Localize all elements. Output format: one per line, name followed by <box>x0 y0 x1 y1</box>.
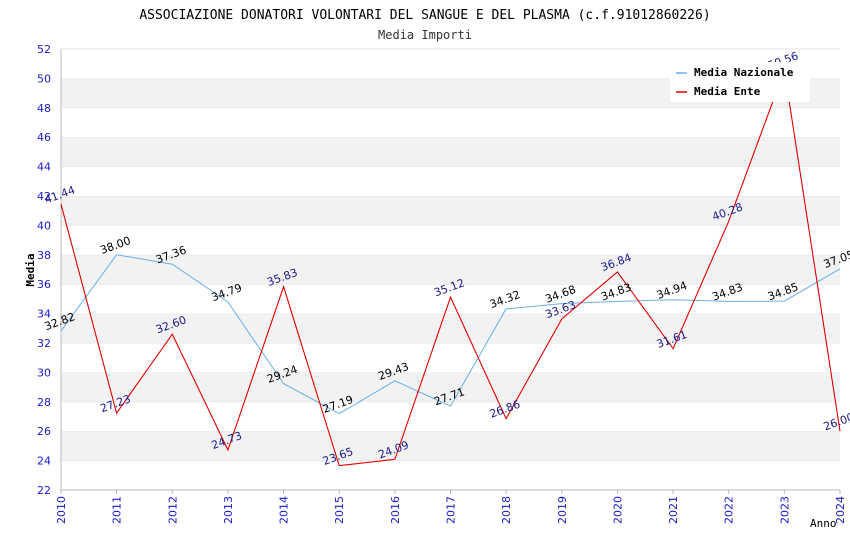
x-tick-label: 2018 <box>500 496 513 524</box>
y-tick-labels: 22 24 26 28 30 32 34 36 38 40 42 44 46 48 50 52 <box>37 43 51 497</box>
grid-band <box>61 254 840 285</box>
legend-label-media-nazionale: Media Nazionale <box>694 66 794 79</box>
y-tick-label: 32 <box>37 337 51 350</box>
grid-band <box>61 431 840 461</box>
y-tick-label: 50 <box>37 72 51 85</box>
x-tick-label: 2019 <box>556 496 569 524</box>
x-tick-label: 2021 <box>667 496 680 524</box>
x-tick-label: 2011 <box>111 496 124 524</box>
y-tick-label: 42 <box>37 190 51 203</box>
x-tick-label: 2023 <box>778 496 791 524</box>
grid-band <box>61 372 840 402</box>
x-tick-label: 2024 <box>834 496 847 524</box>
x-tick-label: 2015 <box>333 496 346 524</box>
y-tick-label: 34 <box>37 308 51 321</box>
axes <box>60 49 841 494</box>
x-tick-label: 2014 <box>278 496 291 524</box>
y-tick-label: 46 <box>37 131 51 144</box>
x-tick-label: 2013 <box>222 496 235 524</box>
y-tick-label: 44 <box>37 161 51 174</box>
series-line-media-nazionale <box>60 254 841 415</box>
legend-label-media-ente: Media Ente <box>694 85 761 98</box>
legend-box <box>670 62 810 102</box>
x-tick-labels: 2010 2011 2012 2013 2014 2015 2016 2017 2018 2019… <box>55 496 847 524</box>
y-tick-label: 24 <box>37 455 51 468</box>
y-tick-label: 52 <box>37 43 51 56</box>
grid-bands <box>61 48 840 490</box>
x-tick-label: 2022 <box>723 496 736 524</box>
x-tick-label: 2012 <box>166 496 179 524</box>
x-axis-label: Anno <box>810 517 837 530</box>
grid-band <box>61 343 840 373</box>
grid-band <box>61 460 840 490</box>
y-tick-label: 26 <box>37 425 51 438</box>
y-tick-label: 30 <box>37 366 51 379</box>
y-tick-label: 38 <box>37 249 51 262</box>
y-tick-label: 22 <box>37 484 51 497</box>
y-tick-label: 40 <box>37 219 51 232</box>
series-line-media-ente <box>60 68 841 467</box>
x-tick-label: 2017 <box>445 496 458 524</box>
x-tick-label: 2020 <box>611 496 624 524</box>
grid-band <box>61 166 840 196</box>
y-axis-label: Media <box>24 253 37 286</box>
y-tick-label: 36 <box>37 278 51 291</box>
legend: Media Nazionale Media Ente <box>670 62 810 102</box>
x-tick-label: 2010 <box>55 496 68 524</box>
chart-subtitle: Media Importi <box>378 28 472 42</box>
series-lines <box>60 68 841 467</box>
grid-band <box>61 401 840 432</box>
grid-band <box>61 137 840 167</box>
grid-band <box>61 107 840 138</box>
y-tick-label: 28 <box>37 396 51 409</box>
grid-band <box>61 284 840 314</box>
x-tick-label: 2016 <box>389 496 402 524</box>
chart-title: ASSOCIAZIONE DONATORI VOLONTARI DEL SANG… <box>139 8 710 23</box>
grid-band <box>61 313 840 343</box>
grid-band <box>61 196 840 226</box>
grid-band <box>61 225 840 255</box>
y-tick-label: 48 <box>37 102 51 115</box>
